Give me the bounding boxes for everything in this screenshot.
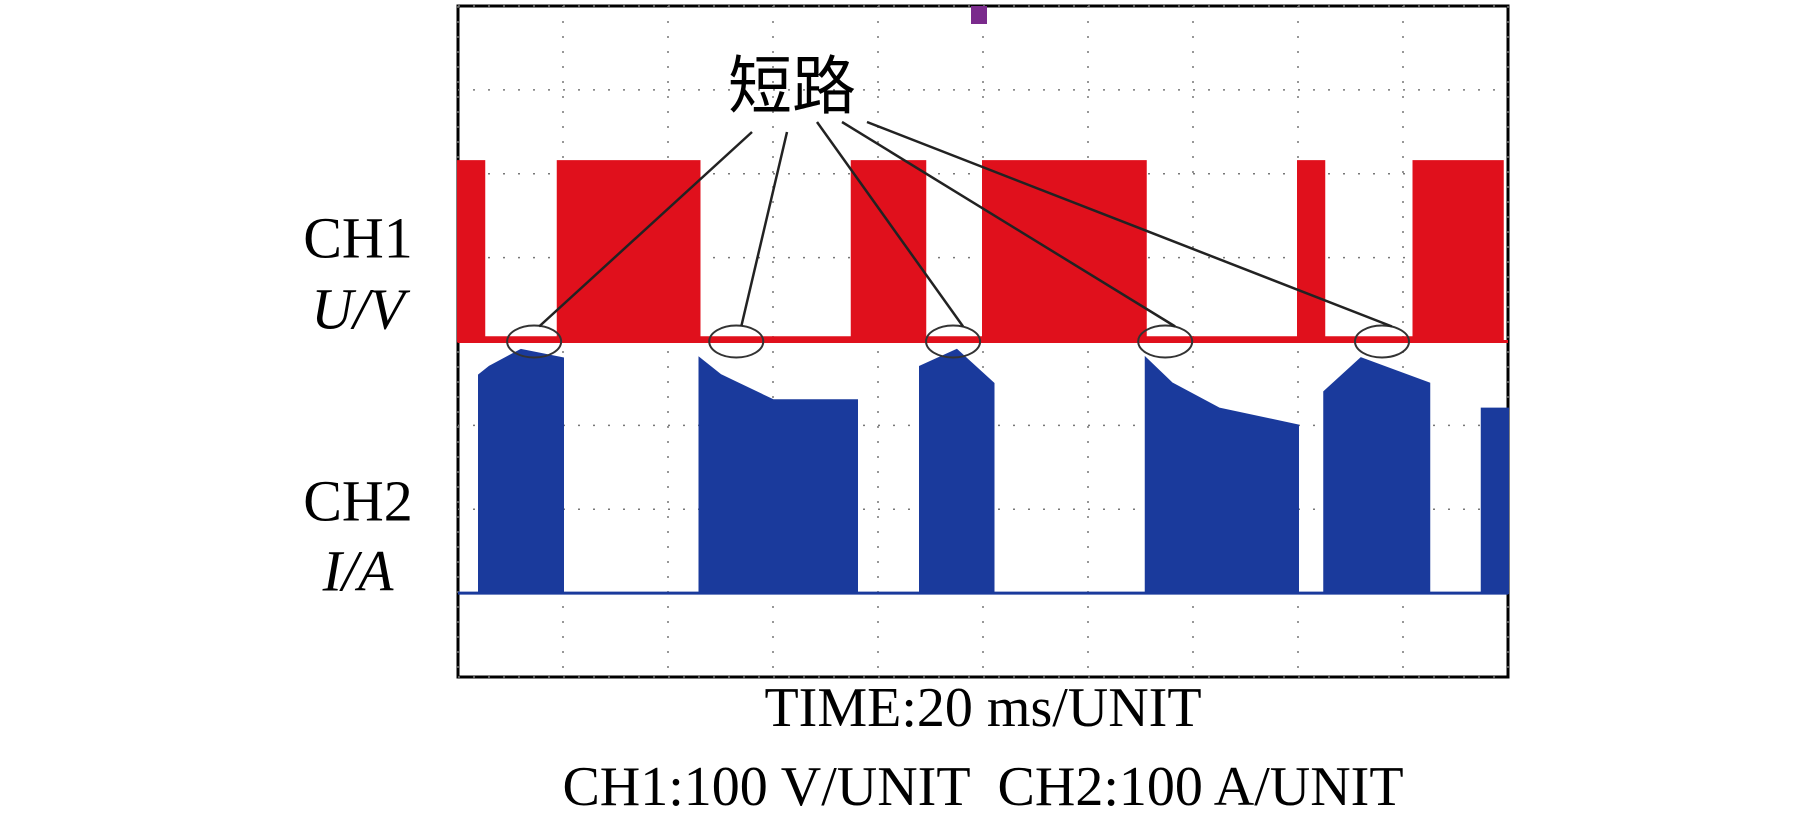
annotation-text: 短路: [728, 52, 856, 123]
leader-line: [866, 120, 1393, 328]
caption-time: TIME:20 ms/UNIT: [764, 677, 1201, 739]
leader-line: [538, 131, 753, 328]
leader-line: [740, 131, 789, 327]
trace-area: [458, 348, 1509, 595]
trigger-marker: [971, 6, 987, 24]
ch2-label: CH2: [303, 468, 413, 533]
trace-area: [457, 160, 1504, 343]
short-circuit-marker: [506, 324, 563, 359]
short-circuit-marker: [1354, 324, 1410, 359]
short-circuit-marker: [1137, 324, 1194, 359]
ch2-unit: I/A: [322, 538, 394, 603]
caption-channels: CH1:100 V/UNIT CH2:100 A/UNIT: [562, 756, 1403, 816]
plot-layer: [457, 5, 1509, 678]
leader-line: [841, 120, 1176, 328]
ch1-unit: U/V: [311, 276, 411, 341]
short-circuit-marker: [925, 324, 982, 359]
short-circuit-marker: [708, 324, 765, 359]
ch1-label: CH1: [303, 205, 413, 270]
leader-line: [815, 121, 965, 328]
